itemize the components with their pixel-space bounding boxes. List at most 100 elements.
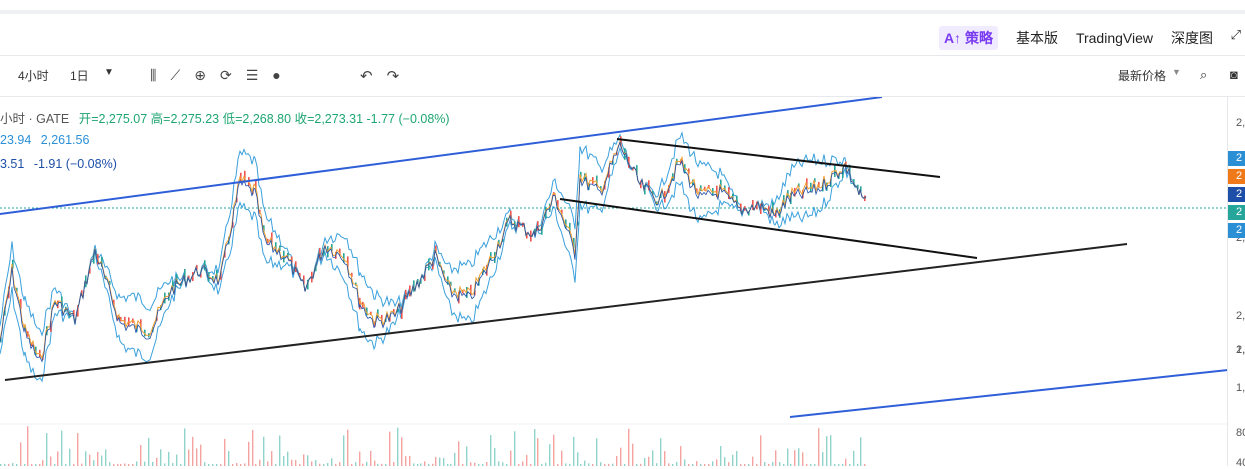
- volume-bar: [569, 463, 571, 466]
- candle: [600, 186, 602, 190]
- trendline: [0, 97, 883, 215]
- volume-bar: [545, 462, 547, 466]
- volume-bar: [573, 436, 575, 466]
- candle: [176, 274, 178, 284]
- volume-bar: [779, 461, 781, 466]
- dropdown[interactable]: ▼: [1172, 67, 1181, 77]
- volume-bar: [228, 451, 230, 466]
- candle: [196, 264, 198, 270]
- volume-bar: [486, 462, 488, 466]
- volume-bar: [849, 464, 851, 466]
- volume-bar: [692, 464, 694, 466]
- candle: [432, 261, 434, 270]
- candle: [180, 283, 182, 287]
- tool-icons[interactable]: ⫼⟋⊕⟳☰●: [150, 67, 295, 83]
- candle: [220, 271, 222, 280]
- volume-bar: [362, 463, 364, 466]
- axis-label: 80: [1236, 427, 1245, 439]
- volume-bar: [724, 457, 726, 466]
- volume-bar: [366, 461, 368, 466]
- volume-bar: [857, 463, 859, 466]
- volume-bar: [432, 463, 434, 466]
- candle: [315, 264, 317, 272]
- candle: [287, 252, 289, 258]
- volume-bar: [339, 462, 341, 466]
- value: 2,261.56: [40, 133, 90, 147]
- candle: [77, 305, 79, 317]
- volume-bar: [728, 462, 730, 466]
- tab[interactable]: 基本版: [1015, 30, 1058, 46]
- volume-bar: [708, 463, 710, 466]
- candle: [303, 275, 305, 285]
- ai-tab[interactable]: A↑ 策略: [938, 26, 998, 50]
- candle: [184, 269, 186, 281]
- price-mode[interactable]: 最新价格: [1118, 69, 1167, 83]
- candle: [61, 296, 63, 307]
- volume-bar: [860, 437, 862, 466]
- candle: [814, 178, 816, 183]
- tab[interactable]: 深度图: [1171, 30, 1213, 46]
- volume-bar: [184, 428, 186, 466]
- volume-bar: [783, 464, 785, 466]
- volume-bar: [31, 463, 33, 466]
- candle: [35, 346, 37, 356]
- candle: [772, 201, 774, 214]
- volume-bar: [24, 464, 26, 466]
- volume-bar: [768, 463, 770, 466]
- value: 23.94: [0, 133, 32, 147]
- candle: [271, 232, 273, 243]
- volume-bar: [8, 463, 10, 466]
- volume-bar: [740, 463, 742, 466]
- volume-bar: [518, 463, 520, 466]
- tab[interactable]: TradingView: [1075, 30, 1153, 46]
- interval[interactable]: 1日: [70, 69, 89, 83]
- volume-bar: [73, 463, 75, 466]
- interval[interactable]: 4小时: [18, 69, 49, 83]
- search-icon[interactable]: ⌕: [1200, 67, 1208, 82]
- candle: [409, 285, 411, 297]
- dropdown[interactable]: ▼: [104, 67, 114, 78]
- volume-bar: [180, 463, 182, 466]
- volume-bar: [39, 463, 41, 466]
- volume-bar: [331, 458, 333, 466]
- volume-bar: [132, 463, 134, 466]
- candle: [381, 314, 383, 322]
- volume-bar: [458, 441, 460, 466]
- volume-bar: [69, 448, 71, 466]
- volume-bar: [506, 463, 508, 466]
- volume-bar: [424, 461, 426, 466]
- volume-bar: [377, 463, 379, 466]
- candle: [331, 244, 333, 251]
- volume-bar: [148, 437, 150, 466]
- volume-bar: [160, 449, 162, 466]
- volume-bar: [307, 455, 309, 466]
- undo-redo[interactable]: ↶↷: [360, 68, 414, 85]
- divider: [0, 55, 1245, 56]
- volume-bar: [814, 463, 816, 466]
- volume-bar: [565, 463, 567, 466]
- volume-bar: [439, 457, 441, 466]
- candle: [232, 221, 234, 228]
- candle: [374, 321, 376, 327]
- expand-icon[interactable]: ⤢: [1230, 27, 1241, 42]
- camera-icon[interactable]: ◙: [1230, 67, 1238, 82]
- ohlc: 低=2,268.80: [222, 112, 292, 126]
- candle: [401, 307, 403, 319]
- volume-bar: [628, 428, 630, 466]
- volume-bar: [240, 464, 242, 466]
- candle: [323, 247, 325, 256]
- indicator-line: [0, 140, 867, 363]
- price-tag: 2: [1228, 169, 1245, 184]
- axis-label: 2,: [1236, 344, 1245, 356]
- volume-bar: [620, 447, 622, 466]
- volume-bar: [760, 435, 762, 466]
- candle: [424, 274, 426, 281]
- candle: [826, 182, 828, 191]
- volume-bar: [128, 463, 130, 466]
- candle: [692, 179, 694, 186]
- volume-bar: [263, 436, 265, 466]
- candle: [644, 184, 646, 195]
- volume-bar: [600, 462, 602, 466]
- candle: [307, 279, 309, 290]
